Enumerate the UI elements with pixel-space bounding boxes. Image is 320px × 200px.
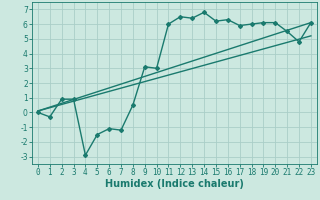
- X-axis label: Humidex (Indice chaleur): Humidex (Indice chaleur): [105, 179, 244, 189]
